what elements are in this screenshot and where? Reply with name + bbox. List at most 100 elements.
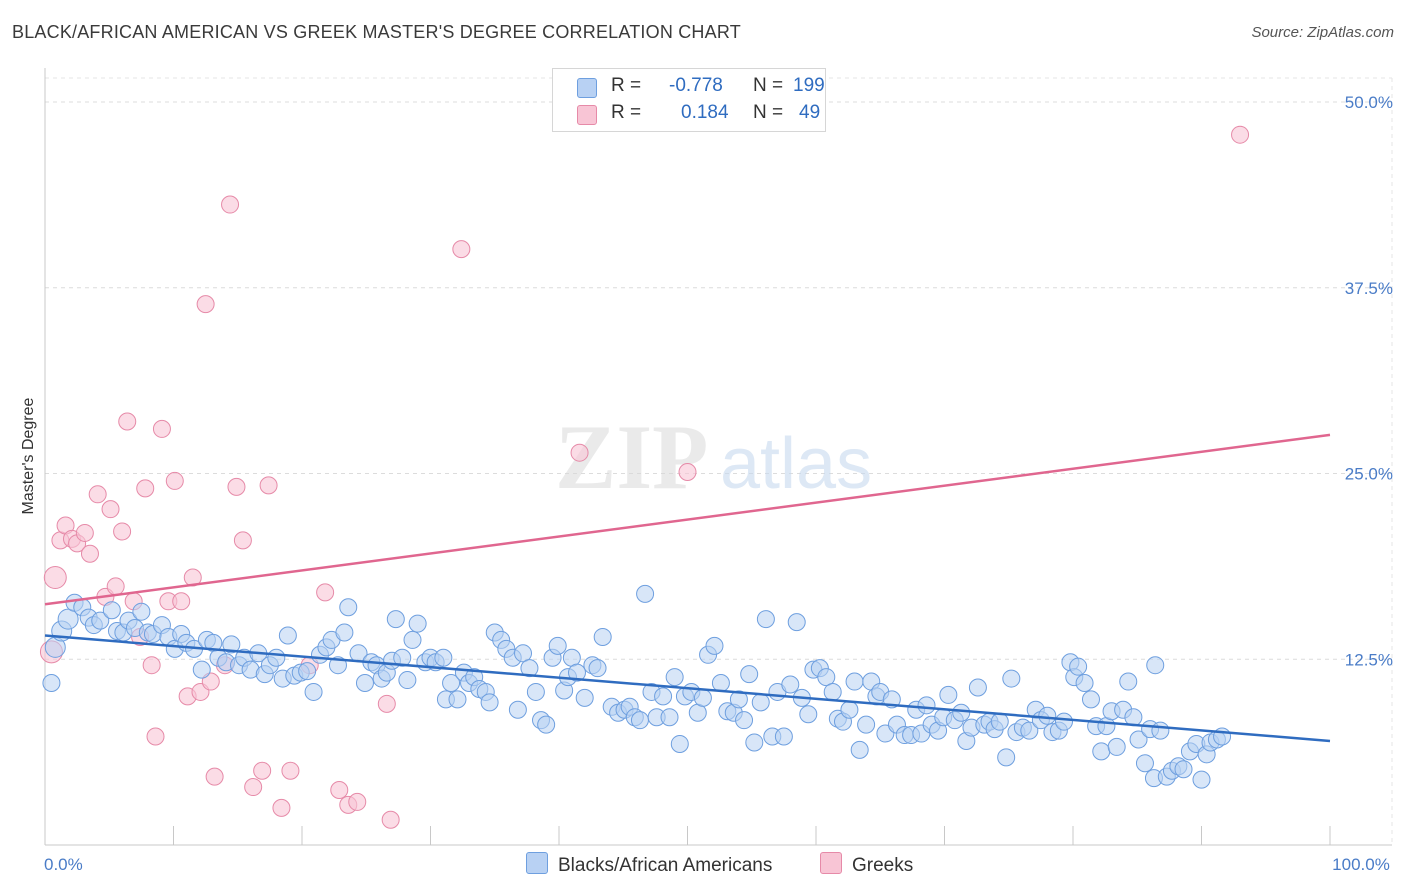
legend-n-value: 49 [799,102,821,123]
greeks-point [330,781,349,800]
greeks-point [80,544,99,563]
greeks-point [348,792,367,811]
blacks-point [434,648,453,667]
blacks-point [1119,672,1138,691]
chart-title: BLACK/AFRICAN AMERICAN VS GREEK MASTER'S… [12,22,741,42]
blacks-point [823,682,842,701]
blacks-point [1174,760,1193,779]
blacks-point [756,610,775,629]
legend-r-label: R = [611,102,642,123]
blacks-point [745,733,764,752]
greeks-point [196,295,215,314]
blacks-point [654,687,673,706]
correlation-legend: R = -0.778 N = 199 R = 0.184 N = 49 [552,68,826,132]
blacks-point [508,700,527,719]
blacks-point [278,626,297,645]
trend-lines [44,433,1331,743]
legend-r-label: R = [611,75,642,96]
blacks-point [990,712,1009,731]
blacks-point [939,685,958,704]
blacks-point [339,598,358,617]
blacks-point [526,682,545,701]
greeks-trend-line [44,433,1331,606]
blacks-point [1002,669,1021,688]
greeks-point [316,583,335,602]
blacks-point [1020,721,1039,740]
legend-n-label: N = [753,102,784,123]
blacks-point [857,715,876,734]
blacks-point [1135,754,1154,773]
blacks-point [102,601,121,620]
bottom-legend-swatch-pink [820,852,842,874]
watermark-atlas: atlas [720,424,872,504]
blacks-point [693,688,712,707]
blacks-point [442,674,461,693]
blacks-point [393,648,412,667]
legend-r-value: -0.778 [669,75,723,96]
blacks-point [1192,770,1211,789]
blacks-point [799,705,818,724]
blacks-point [267,648,286,667]
blacks-point [1038,706,1057,725]
greeks-point [172,592,191,611]
blacks-point [735,711,754,730]
bottom-legend-swatch-blue [526,852,548,874]
greeks-point [221,195,240,214]
blacks-point [335,623,354,642]
legend-swatch-pink [577,105,597,125]
y-axis-title: Master's Degree [20,397,37,514]
blacks-point [1055,712,1074,731]
blacks-point [636,584,655,603]
blacks-point [845,672,864,691]
x-tick-label: 0.0% [44,855,83,874]
blacks-point [548,636,567,655]
blacks-point [537,715,556,734]
greeks-point [152,419,171,438]
legend-n-value: 199 [793,75,825,96]
blacks-point [408,614,427,633]
greeks-point [43,566,67,590]
blacks-point [774,727,793,746]
blacks-point [997,748,1016,767]
blacks-point [298,662,317,681]
blacks-point [751,693,770,712]
blacks-point [514,644,533,663]
axes [44,68,1392,846]
blacks-point [1092,742,1111,761]
greeks-point [75,523,94,542]
greeks-point [452,240,471,259]
blacks-point [705,636,724,655]
blacks-point [448,690,467,709]
blacks-trend-line [44,634,1331,743]
blacks-point [91,611,110,630]
blacks-point [304,682,323,701]
chart-source: Source: ZipAtlas.com [1251,24,1394,41]
y-tick-label: 12.5% [1345,650,1393,669]
blacks-point [480,693,499,712]
blacks-point [840,700,859,719]
blacks-point [660,708,679,727]
greeks-point [570,443,589,462]
blacks-point [781,675,800,694]
blacks-point [588,659,607,678]
blacks-point [403,630,422,649]
blacks-point [593,627,612,646]
blacks-point [968,678,987,697]
blacks-point [917,696,936,715]
greeks-point [101,500,120,519]
bottom-legend-label-blacks: Blacks/African Americans [558,855,773,876]
greeks-point [165,471,184,490]
blacks-point [386,610,405,629]
blacks-point [711,674,730,693]
blacks-point [222,635,241,654]
blacks-point [1081,690,1100,709]
greeks-point [381,810,400,829]
x-tick-label: 100.0% [1332,855,1390,874]
greeks-point [118,412,137,431]
blacks-point [665,668,684,687]
greeks-point [244,778,263,797]
blacks-point [1146,656,1165,675]
blacks-point [57,608,79,630]
blacks-point [355,674,374,693]
